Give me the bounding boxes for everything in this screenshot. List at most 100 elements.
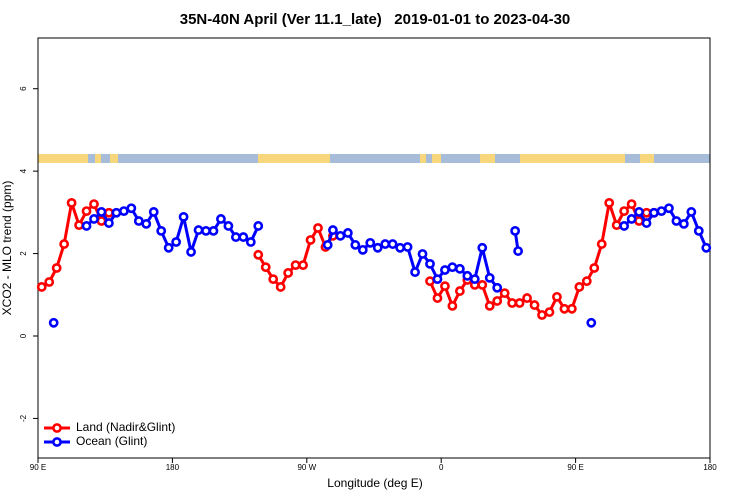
- data-point: [589, 263, 600, 273]
- data-point: [253, 249, 264, 260]
- x-tick-label: 90 E: [567, 463, 583, 472]
- x-tick-label: 180: [166, 463, 180, 472]
- data-point: [701, 242, 712, 253]
- series-line: [40, 201, 654, 317]
- data-point: [253, 221, 264, 231]
- data-point: [89, 214, 99, 224]
- data-point: [350, 240, 361, 250]
- data-point: [513, 246, 524, 256]
- data-point: [492, 296, 503, 306]
- data-point: [484, 301, 495, 311]
- y-tick-label: 0: [19, 333, 28, 338]
- legend-label: Land (Nadir&Glint): [76, 420, 175, 434]
- data-point: [574, 282, 585, 292]
- data-point: [96, 207, 107, 217]
- data-point: [313, 223, 323, 233]
- ocean-band: [38, 154, 710, 163]
- data-point: [44, 277, 55, 287]
- data-point: [611, 220, 622, 231]
- data-point: [104, 218, 114, 228]
- data-point: [507, 298, 518, 308]
- x-tick-label: 90 W: [297, 463, 316, 472]
- data-point: [454, 263, 465, 274]
- data-point: [454, 286, 465, 296]
- data-point: [148, 207, 159, 217]
- data-point: [104, 207, 114, 218]
- data-point: [275, 282, 286, 292]
- data-point: [586, 317, 597, 328]
- data-point: [193, 225, 204, 235]
- data-point: [96, 216, 107, 226]
- chart-title: 35N-40N April (Ver 11.1_late) 2019-01-01…: [180, 11, 571, 28]
- data-point: [469, 274, 480, 285]
- data-point: [432, 274, 443, 285]
- data-point: [678, 218, 689, 229]
- data-point: [529, 300, 540, 310]
- data-point: [133, 216, 144, 226]
- data-point: [163, 242, 174, 253]
- data-point: [268, 274, 279, 285]
- data-point: [462, 270, 473, 281]
- data-point: [298, 260, 308, 271]
- data-point: [581, 276, 592, 287]
- data-point: [425, 276, 435, 287]
- legend-swatch-marker: [52, 437, 62, 447]
- data-point: [604, 197, 615, 208]
- data-point: [328, 225, 338, 235]
- data-point: [522, 293, 532, 303]
- y-tick-label: 2: [19, 251, 28, 256]
- land-band: [95, 154, 101, 163]
- data-point: [671, 216, 682, 226]
- data-point: [514, 298, 525, 308]
- data-point: [186, 247, 196, 257]
- y-tick-label: 4: [19, 168, 28, 173]
- data-point: [208, 225, 219, 236]
- data-point: [619, 221, 630, 231]
- y-tick-label: 6: [19, 86, 28, 91]
- data-point: [537, 310, 547, 320]
- data-point: [81, 221, 92, 231]
- land-ocean-strip: [38, 154, 710, 163]
- data-point: [425, 258, 435, 269]
- data-point: [641, 207, 652, 218]
- x-tick-label: 90 E: [30, 463, 46, 472]
- land-band: [110, 154, 118, 163]
- data-point: [178, 211, 189, 222]
- data-point: [89, 199, 99, 210]
- data-point: [484, 272, 495, 283]
- data-point: [402, 242, 413, 252]
- data-point: [417, 249, 428, 259]
- data-point: [634, 207, 644, 217]
- land-band: [38, 154, 88, 163]
- data-point: [335, 230, 346, 241]
- data-point: [544, 307, 555, 317]
- y-tick-label: -2: [19, 414, 28, 422]
- data-point: [626, 214, 637, 224]
- land-band: [480, 154, 495, 163]
- legend-label: Ocean (Glint): [76, 434, 147, 448]
- data-point: [447, 301, 458, 311]
- data-point: [510, 225, 521, 236]
- data-point: [626, 199, 637, 210]
- data-point: [477, 279, 488, 290]
- data-point: [305, 235, 316, 245]
- data-point: [693, 225, 704, 236]
- data-point: [440, 265, 450, 275]
- data-point: [74, 220, 84, 231]
- data-point: [395, 242, 406, 253]
- land-band: [640, 154, 654, 163]
- data-point: [245, 237, 256, 247]
- data-point: [641, 218, 652, 228]
- data-point: [322, 240, 333, 250]
- data-point: [656, 206, 667, 217]
- data-point: [238, 232, 249, 242]
- data-point: [126, 203, 137, 214]
- data-point: [499, 288, 510, 299]
- data-point: [380, 239, 391, 249]
- data-point: [634, 216, 644, 226]
- x-tick-label: 0: [439, 463, 444, 472]
- data-point: [230, 232, 241, 242]
- data-point: [477, 242, 488, 253]
- data-point: [619, 206, 630, 217]
